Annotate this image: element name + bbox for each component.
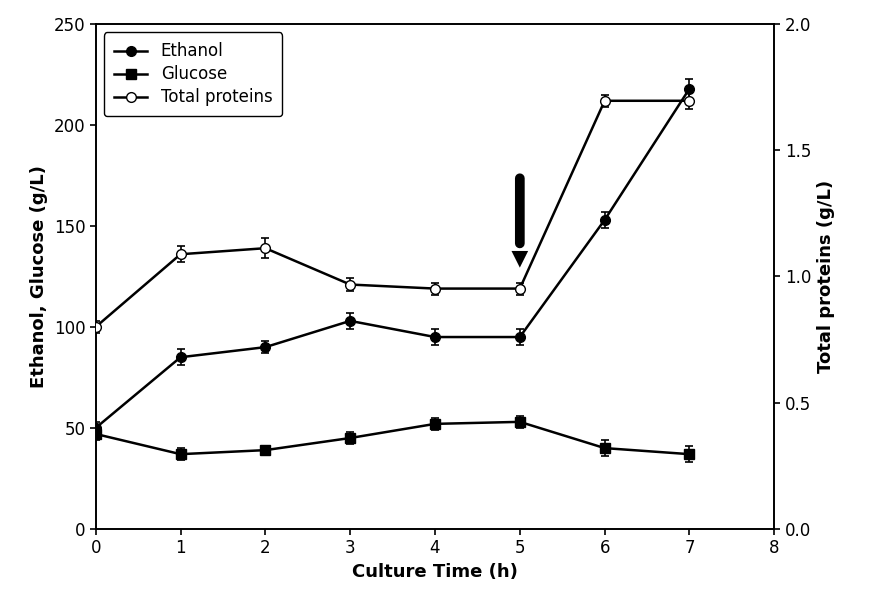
Legend: Ethanol, Glucose, Total proteins: Ethanol, Glucose, Total proteins xyxy=(104,32,282,117)
Y-axis label: Ethanol, Glucose (g/L): Ethanol, Glucose (g/L) xyxy=(30,165,48,388)
X-axis label: Culture Time (h): Culture Time (h) xyxy=(352,563,517,581)
Y-axis label: Total proteins (g/L): Total proteins (g/L) xyxy=(816,180,833,373)
